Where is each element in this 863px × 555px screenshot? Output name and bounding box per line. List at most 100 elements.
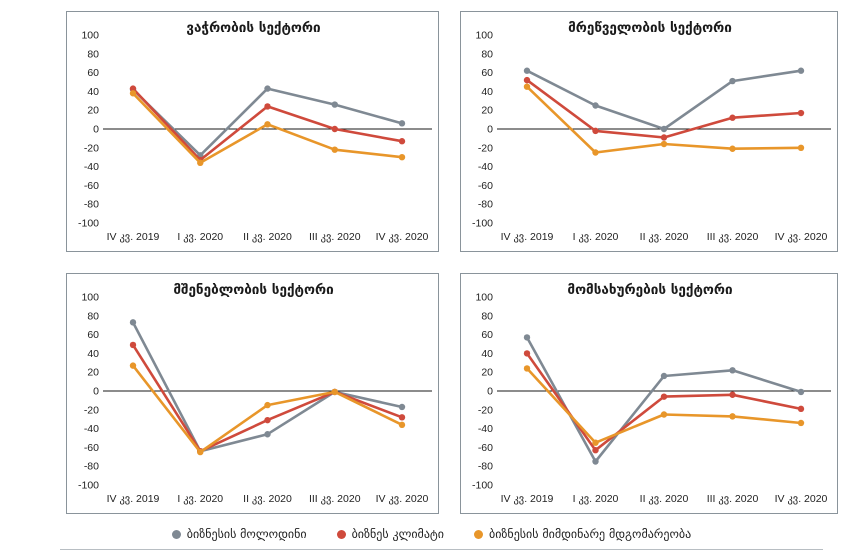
data-point-expectations — [398, 120, 406, 127]
data-point-situation — [398, 154, 406, 161]
data-point-expectations — [523, 334, 531, 341]
x-tick-label: III კვ. 2020 — [309, 493, 361, 505]
data-point-situation — [729, 145, 736, 152]
y-tick-label: 100 — [81, 292, 99, 304]
x-tick-label: II კვ. 2020 — [640, 493, 689, 505]
x-tick-label: IV კვ. 2019 — [501, 231, 554, 243]
y-tick-label: -60 — [84, 180, 99, 192]
y-tick-label: -20 — [478, 404, 493, 416]
y-tick-label: 60 — [481, 329, 493, 341]
data-point-expectations — [660, 372, 668, 380]
x-tick-label: IV კვ. 2020 — [376, 493, 429, 505]
data-point-situation — [592, 439, 599, 446]
chart-legend: ბიზნესის მოლოდინი ბიზნეს კლიმატი ბიზნესი… — [0, 522, 863, 546]
data-point-expectations — [129, 319, 137, 326]
legend-marker-situation — [474, 529, 483, 539]
y-tick-label: 0 — [93, 124, 99, 136]
y-tick-label: 80 — [481, 48, 493, 60]
chart-panel-services: მომსახურების სექტორი 100 80 60 40 20 0 -20 -40 -6… — [460, 273, 838, 514]
x-tick-label: I კვ. 2020 — [573, 231, 619, 243]
y-tick-label: -40 — [478, 161, 493, 173]
y-tick-label: -60 — [478, 180, 493, 192]
legend-item-climate: ბიზნეს კლიმატი — [336, 527, 444, 541]
legend-label-situation: ბიზნესის მიმდინარე მდგომარეობა — [489, 527, 692, 541]
data-point-expectations — [398, 403, 406, 411]
y-tick-label: 20 — [87, 105, 99, 117]
data-point-situation — [264, 121, 271, 128]
data-point-situation — [660, 140, 668, 148]
y-tick-label: -20 — [478, 142, 493, 154]
legend-label-expectations: ბიზნესის მოლოდინი — [186, 527, 307, 541]
series-line-expectations — [525, 69, 803, 131]
y-tick-label: -100 — [78, 218, 99, 230]
data-point-situation — [523, 365, 531, 372]
data-point-climate — [660, 393, 668, 400]
data-point-climate — [398, 138, 406, 145]
y-tick-label: -40 — [84, 423, 99, 435]
legend-marker-expectations — [171, 529, 181, 539]
data-point-situation — [129, 90, 137, 97]
y-tick-label: 0 — [487, 386, 493, 398]
data-point-expectations — [592, 102, 599, 109]
y-tick-label: 0 — [487, 124, 493, 136]
data-point-climate — [797, 405, 805, 413]
data-point-situation — [592, 149, 599, 156]
y-tick-label: 40 — [87, 86, 99, 98]
data-point-climate — [729, 114, 736, 121]
data-point-situation — [129, 362, 137, 369]
y-tick-label: 100 — [475, 292, 493, 304]
y-tick-label: 60 — [481, 67, 493, 79]
data-point-climate — [729, 391, 736, 398]
y-tick-label: -60 — [84, 442, 99, 454]
y-tick-label: 40 — [87, 348, 99, 360]
chart-title-services: მომსახურების სექტორი — [567, 282, 732, 298]
data-point-expectations — [797, 388, 805, 396]
data-point-expectations — [797, 67, 805, 74]
y-tick-label: -80 — [84, 199, 99, 211]
y-tick-label: -40 — [84, 161, 99, 173]
data-point-climate — [331, 125, 338, 133]
data-point-climate — [592, 447, 599, 454]
y-tick-label: 80 — [87, 310, 99, 322]
data-point-expectations — [264, 431, 271, 438]
x-tick-label: IV კვ. 2020 — [376, 231, 429, 243]
data-point-situation — [523, 83, 531, 90]
legend-item-expectations: ბიზნესის მოლოდინი — [171, 527, 307, 541]
chart-panel-construction: მშენებლობის სექტორი 100 80 60 40 20 0 -20 -40 -60… — [66, 273, 439, 514]
data-point-situation — [331, 388, 338, 396]
data-point-climate — [523, 76, 531, 84]
data-point-climate — [264, 103, 271, 110]
y-tick-label: -80 — [84, 461, 99, 473]
y-tick-label: -80 — [478, 199, 493, 211]
y-tick-label: -40 — [478, 423, 493, 435]
legend-item-situation: ბიზნესის მიმდინარე მდგომარეობა — [474, 527, 691, 541]
y-tick-label: -80 — [478, 461, 493, 473]
data-point-situation — [797, 419, 805, 427]
x-tick-label: II კვ. 2020 — [640, 231, 689, 243]
data-point-situation — [398, 421, 406, 429]
y-tick-label: 80 — [87, 48, 99, 60]
y-tick-label: 100 — [81, 30, 99, 42]
data-point-climate — [398, 414, 406, 421]
bottom-divider — [60, 549, 823, 550]
y-tick-label: 100 — [475, 30, 493, 42]
data-point-situation — [197, 159, 204, 167]
y-tick-label: -20 — [84, 404, 99, 416]
x-tick-label: I კვ. 2020 — [177, 231, 223, 243]
chart-panel-industry: მრეწველობის სექტორი 100 80 60 40 20 0 -20 -40 -60… — [460, 11, 838, 252]
y-tick-label: 0 — [93, 386, 99, 398]
y-tick-label: 40 — [481, 86, 493, 98]
data-point-situation — [264, 401, 271, 409]
chart-svg-construction: მშენებლობის სექტორი 100 80 60 40 20 0 -20 -40 -60… — [78, 282, 432, 505]
data-point-expectations — [729, 367, 736, 374]
data-point-situation — [331, 146, 338, 153]
data-point-climate — [592, 127, 599, 135]
y-tick-label: 80 — [481, 310, 493, 322]
legend-label-climate: ბიზნეს კლიმატი — [351, 527, 444, 541]
x-tick-label: II კვ. 2020 — [243, 231, 292, 243]
y-tick-label: 40 — [481, 348, 493, 360]
data-point-situation — [197, 448, 204, 456]
y-tick-label: -60 — [478, 442, 493, 454]
data-point-situation — [797, 144, 805, 151]
data-point-expectations — [264, 85, 271, 92]
